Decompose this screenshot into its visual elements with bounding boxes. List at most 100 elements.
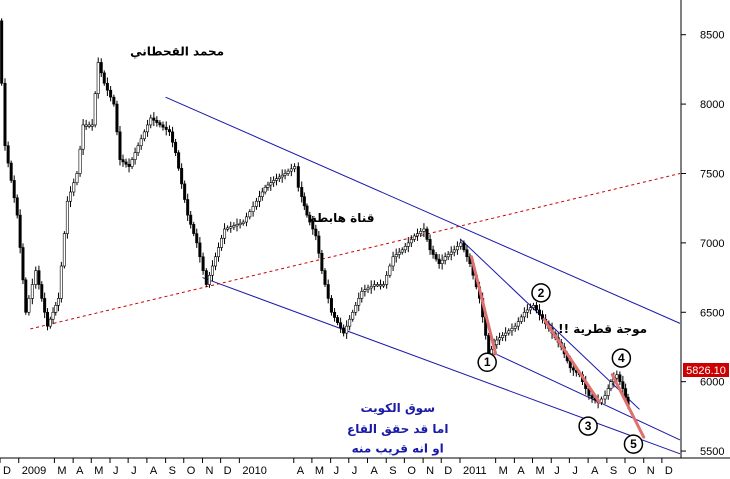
candle-body <box>534 305 538 311</box>
candle-body <box>516 321 520 327</box>
wave-label-number: 3 <box>585 419 592 433</box>
candle-body <box>213 256 217 267</box>
wave-segments-layer <box>469 255 646 439</box>
candle-body <box>115 103 119 133</box>
candle-body <box>112 96 116 105</box>
candle-body <box>21 247 25 281</box>
candle-body <box>571 367 575 371</box>
candle-body <box>326 284 330 299</box>
candle-body <box>382 284 386 287</box>
x-tick-label: D <box>224 465 232 477</box>
candle-body <box>501 335 505 339</box>
y-tick-label: 8000 <box>700 99 724 111</box>
candle-body <box>241 221 245 224</box>
chart-annotation: او انه قريب منه <box>352 441 444 456</box>
x-axis-ticks: D 2009 M A M J J A S O N D 2010 A M J J A S O N D 2011 M A M J J A S O… <box>0 458 673 477</box>
candle-body <box>522 311 526 318</box>
x-tick-label: A <box>591 465 599 477</box>
candle-body <box>189 214 193 225</box>
wave-label-circle <box>611 348 632 368</box>
x-tick-label: J <box>572 465 578 477</box>
candle-body <box>525 309 529 313</box>
candle-body <box>495 339 499 345</box>
candle-body <box>360 291 364 299</box>
candle-body <box>263 187 267 193</box>
chart-annotation: اما قد حقق القاع <box>347 422 448 436</box>
x-tick-label: 2009 <box>22 465 46 477</box>
candle-body <box>329 298 333 313</box>
wave-label-circle <box>477 352 497 372</box>
candle-body <box>519 316 523 322</box>
candle-body <box>345 325 349 334</box>
y-tick-label: 8500 <box>700 30 724 42</box>
candle-body <box>177 152 181 169</box>
candle-body <box>174 141 178 153</box>
candle-body <box>6 145 10 164</box>
candle-body <box>102 72 106 84</box>
candle-body <box>266 184 270 188</box>
candle-body <box>385 274 389 285</box>
candle-body <box>37 270 41 285</box>
x-tick-label: A <box>371 465 379 477</box>
channel-line <box>202 277 681 455</box>
candle-body <box>260 191 264 197</box>
x-tick-label: N <box>426 465 434 477</box>
candle-body <box>155 119 159 123</box>
candle-body <box>425 228 429 240</box>
candle-body <box>296 166 300 188</box>
candle-body <box>513 325 517 329</box>
candle-body <box>277 176 281 179</box>
candle-body <box>105 82 109 91</box>
wave-label-circle <box>578 416 598 436</box>
candle-body <box>78 148 82 174</box>
candle-body <box>54 305 58 313</box>
y-tick-label: 6000 <box>700 377 724 389</box>
chart-annotation: موجة قطرية !! <box>558 322 647 337</box>
candle-body <box>590 395 594 399</box>
candle-body <box>320 252 324 271</box>
candle-body <box>369 285 373 289</box>
candle-body <box>18 214 22 248</box>
candle-body <box>286 170 290 174</box>
candle-body <box>164 126 168 130</box>
annotations-layer: محمد القحطاني قناة هابطة موجة قطرية !! سوق … <box>130 45 647 457</box>
candle-body <box>3 82 7 147</box>
x-tick-label: M <box>536 465 545 477</box>
x-tick-label: O <box>407 465 416 477</box>
candle-body <box>258 196 262 202</box>
candle-body <box>171 131 175 143</box>
candle-body <box>238 222 242 226</box>
x-tick-label: J <box>334 465 340 477</box>
x-tick-label: M <box>94 465 103 477</box>
candle-body <box>351 311 355 320</box>
candle-body <box>419 231 423 234</box>
candle-body <box>235 224 239 227</box>
candle-body <box>333 311 337 318</box>
x-tick-label: 2011 <box>463 465 487 477</box>
candle-body <box>339 322 343 329</box>
candle-body <box>59 265 63 299</box>
candle-body <box>317 235 321 254</box>
candle-body <box>152 117 156 121</box>
candle-body <box>118 131 122 160</box>
wave-label-circle <box>531 283 551 303</box>
current-price-badge: 5826.10 <box>683 363 729 377</box>
candle-body <box>139 138 143 147</box>
x-tick-label: J <box>131 465 137 477</box>
x-tick-label: S <box>169 465 176 477</box>
candle-body <box>84 124 88 127</box>
candle-body <box>90 124 94 127</box>
candle-body <box>30 284 34 299</box>
candle-body <box>24 279 28 313</box>
candle-body <box>305 205 309 216</box>
candle-body <box>201 256 205 271</box>
candle-body <box>272 180 276 184</box>
candle-body <box>336 317 340 323</box>
x-tick-label: N <box>205 465 213 477</box>
candle-body <box>606 388 610 396</box>
candle-body <box>431 249 435 255</box>
candle-body <box>289 168 293 172</box>
x-tick-label: M <box>57 465 66 477</box>
x-tick-label: N <box>647 465 655 477</box>
candle-body <box>465 249 469 258</box>
